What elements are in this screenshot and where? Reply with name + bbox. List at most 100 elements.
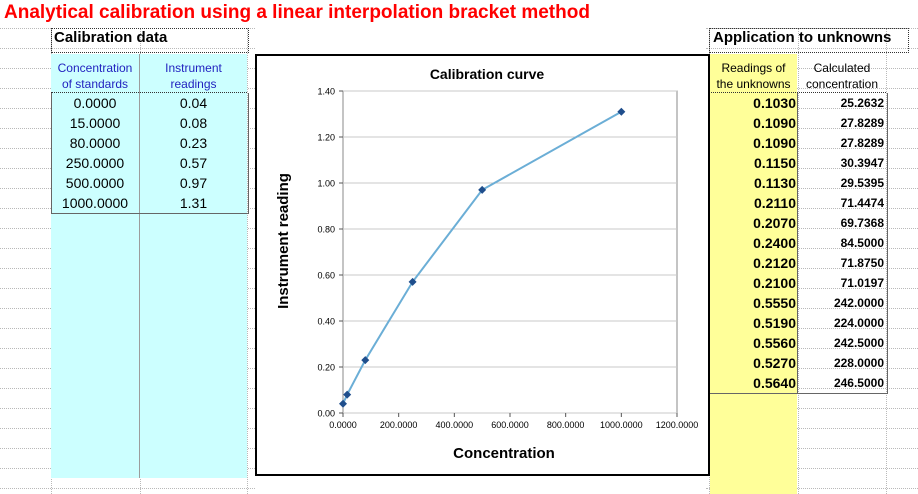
readings-col-header: Instrument readings xyxy=(140,60,247,92)
calibration-data-header: Calibration data xyxy=(54,29,168,46)
calculated-value[interactable]: 71.0197 xyxy=(840,276,884,290)
grid-column-line xyxy=(247,28,248,494)
y-tick-label: 0.20 xyxy=(317,363,335,373)
calibration-chart[interactable]: Calibration curve 0.00 0.20 0.40 0.60 0.80 1.… xyxy=(255,54,710,476)
unknown-reading[interactable]: 0.1090 xyxy=(753,135,796,151)
x-axis-label: Concentration xyxy=(453,445,555,462)
x-tick-label: 600.0000 xyxy=(491,420,529,430)
calculated-value[interactable]: 228.0000 xyxy=(833,356,884,370)
standard-value[interactable]: 80.0000 xyxy=(69,135,121,151)
standard-value[interactable]: 0.0000 xyxy=(73,95,117,111)
grid-row-line xyxy=(706,168,918,169)
calculated-value[interactable]: 242.5000 xyxy=(833,336,884,350)
unknown-reading[interactable]: 0.2070 xyxy=(753,215,796,231)
calculated-value[interactable]: 71.4474 xyxy=(840,196,884,210)
x-axis-ticks: 0.0000 200.0000 400.0000 600.0000 800.0000 10… xyxy=(329,413,698,430)
unknown-readings-col-header: Readings of the unknowns xyxy=(709,60,798,92)
unknown-reading[interactable]: 0.5640 xyxy=(753,375,796,391)
calculated-value[interactable]: 242.0000 xyxy=(833,296,884,310)
chart-title: Calibration curve xyxy=(430,66,545,82)
grid-row-line xyxy=(706,68,918,69)
grid-row-line xyxy=(706,48,918,49)
unknown-reading[interactable]: 0.5550 xyxy=(753,295,796,311)
grid-row-line xyxy=(706,268,918,269)
standard-value[interactable]: 15.0000 xyxy=(69,115,121,131)
x-tick-label: 200.0000 xyxy=(380,420,418,430)
unknown-reading[interactable]: 0.5560 xyxy=(753,335,796,351)
unknowns-col-divider xyxy=(797,93,798,393)
unknown-reading[interactable]: 0.5270 xyxy=(753,355,796,371)
unknown-reading[interactable]: 0.2120 xyxy=(753,255,796,271)
y-tick-label: 1.40 xyxy=(317,87,335,97)
calib-header-underline xyxy=(51,92,247,93)
grid-row-line xyxy=(706,188,918,189)
calculated-value[interactable]: 246.5000 xyxy=(833,376,884,390)
readings-col-header-line2: readings xyxy=(170,77,217,91)
grid-row-line xyxy=(706,328,918,329)
reading-value[interactable]: 0.57 xyxy=(179,155,208,171)
grid-row-line xyxy=(706,128,918,129)
calculated-value[interactable]: 84.5000 xyxy=(840,236,884,250)
standard-value[interactable]: 1000.0000 xyxy=(61,195,129,211)
calculated-list: 25.2632 27.8289 27.8289 30.3947 29.5395 … xyxy=(798,93,884,393)
unknown-reading[interactable]: 0.2400 xyxy=(753,235,796,251)
calculated-header-line1: Calculated xyxy=(813,61,871,75)
unknown-reading[interactable]: 0.2110 xyxy=(753,195,796,211)
calibration-header-box xyxy=(51,28,249,53)
reading-value[interactable]: 0.97 xyxy=(179,175,208,191)
grid-row-line xyxy=(706,208,918,209)
calculated-value[interactable]: 25.2632 xyxy=(840,96,884,110)
calculated-value[interactable]: 69.7368 xyxy=(840,216,884,230)
unknown-reading[interactable]: 0.2100 xyxy=(753,275,796,291)
y-tick-label: 0.00 xyxy=(317,409,335,419)
calculated-value[interactable]: 27.8289 xyxy=(840,136,884,150)
unknown-reading[interactable]: 0.1130 xyxy=(753,175,796,191)
x-tick-label: 1200.0000 xyxy=(656,420,699,430)
reading-value[interactable]: 0.23 xyxy=(179,135,208,151)
unknowns-header-underline xyxy=(709,92,886,93)
calculated-col-header: Calculated concentration xyxy=(798,60,886,92)
data-point xyxy=(408,277,417,286)
grid-row-line xyxy=(706,428,918,429)
unknown-reading[interactable]: 0.1090 xyxy=(753,115,796,131)
reading-value[interactable]: 0.04 xyxy=(179,95,208,111)
x-tick-label: 0.0000 xyxy=(329,420,357,430)
unknowns-table-border xyxy=(709,93,888,394)
y-axis-ticks: 0.00 0.20 0.40 0.60 0.80 1.00 1.20 1.40 xyxy=(317,87,343,419)
unknown-reading[interactable]: 0.1150 xyxy=(753,155,796,171)
calculated-value[interactable]: 71.8750 xyxy=(840,256,884,270)
standards-list: 0.0000 15.0000 80.0000 250.0000 500.0000… xyxy=(51,93,139,213)
reading-value[interactable]: 1.31 xyxy=(179,195,208,211)
grid-column-line xyxy=(798,28,799,494)
grid-row-line xyxy=(706,488,918,489)
grid-row-line xyxy=(706,408,918,409)
x-tick-label: 1000.0000 xyxy=(600,420,643,430)
grid-row-line xyxy=(706,228,918,229)
data-point xyxy=(361,356,370,365)
application-header: Application to unknowns xyxy=(713,29,892,46)
standard-value[interactable]: 250.0000 xyxy=(65,155,125,171)
data-point xyxy=(343,390,352,399)
calculated-value[interactable]: 27.8289 xyxy=(840,116,884,130)
grid-row-line xyxy=(706,388,918,389)
calculated-value[interactable]: 30.3947 xyxy=(840,156,884,170)
sheet-title: Analytical calibration using a linear in… xyxy=(4,2,590,23)
readings-list: 0.04 0.08 0.23 0.57 0.97 1.31 xyxy=(140,93,247,213)
calib-table-border xyxy=(51,93,249,214)
reading-value[interactable]: 0.08 xyxy=(179,115,208,131)
x-tick-label: 800.0000 xyxy=(547,420,585,430)
unknown-reading[interactable]: 0.1030 xyxy=(753,95,796,111)
data-point xyxy=(478,185,487,194)
unknown-reading[interactable]: 0.5190 xyxy=(753,315,796,331)
y-tick-label: 1.20 xyxy=(317,133,335,143)
plot-area xyxy=(342,90,678,414)
grid-row-line xyxy=(706,368,918,369)
grid-row-line xyxy=(706,148,918,149)
grid-row-line xyxy=(0,48,255,49)
series-markers xyxy=(339,107,626,408)
grid-row-line xyxy=(706,308,918,309)
calculated-value[interactable]: 224.0000 xyxy=(833,316,884,330)
calculated-value[interactable]: 29.5395 xyxy=(840,176,884,190)
standard-value[interactable]: 500.0000 xyxy=(65,175,125,191)
application-header-box xyxy=(709,28,909,53)
